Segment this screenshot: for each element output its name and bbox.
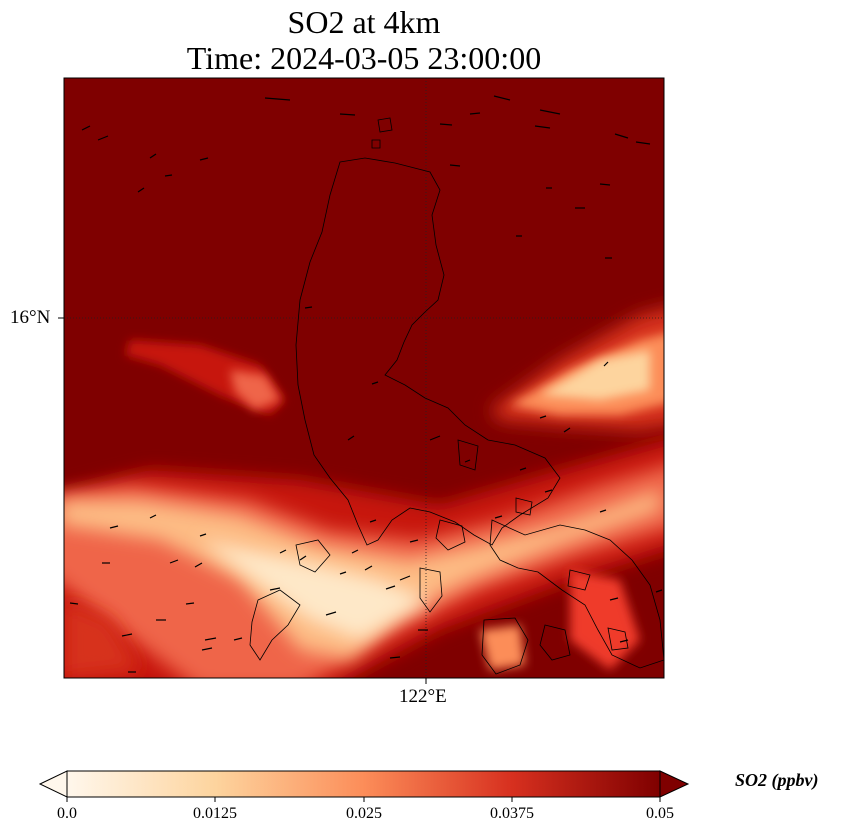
wind-vectors (69, 95, 663, 673)
chart-title-line-2: Time: 2024-03-05 23:00:00 (186, 40, 542, 76)
coastlines (249, 117, 664, 675)
colorbar-tick-label: 0.0375 (490, 805, 534, 822)
colorbar-min-extend (38, 770, 68, 798)
so2-field (64, 78, 664, 678)
colorbar (38, 770, 690, 802)
plume-east-inner (540, 350, 650, 400)
colorbar-label: SO2 (ppbv) (735, 770, 819, 790)
colorbar-tick-label: 0.025 (346, 805, 382, 822)
plume-small-patch (480, 625, 525, 670)
plume-south-inner (64, 490, 660, 660)
colorbar-tick-label: 0.0125 (193, 805, 237, 822)
map-frame (63, 77, 665, 679)
colorbar-max-extend (659, 770, 690, 798)
plume-south-core (200, 540, 430, 640)
plume-west-inner (230, 370, 280, 410)
colorbar-ramp (66, 770, 661, 798)
lon-tick-label: 122°E (399, 686, 447, 707)
chart-title-line-1: SO2 at 4km (287, 4, 441, 40)
lat-tick-label: 16°N (10, 307, 51, 328)
colorbar-tick-label: 0.05 (646, 805, 674, 822)
colorbar-tick-label: 0.0 (57, 805, 77, 822)
plume-southeast-patch (570, 570, 640, 670)
